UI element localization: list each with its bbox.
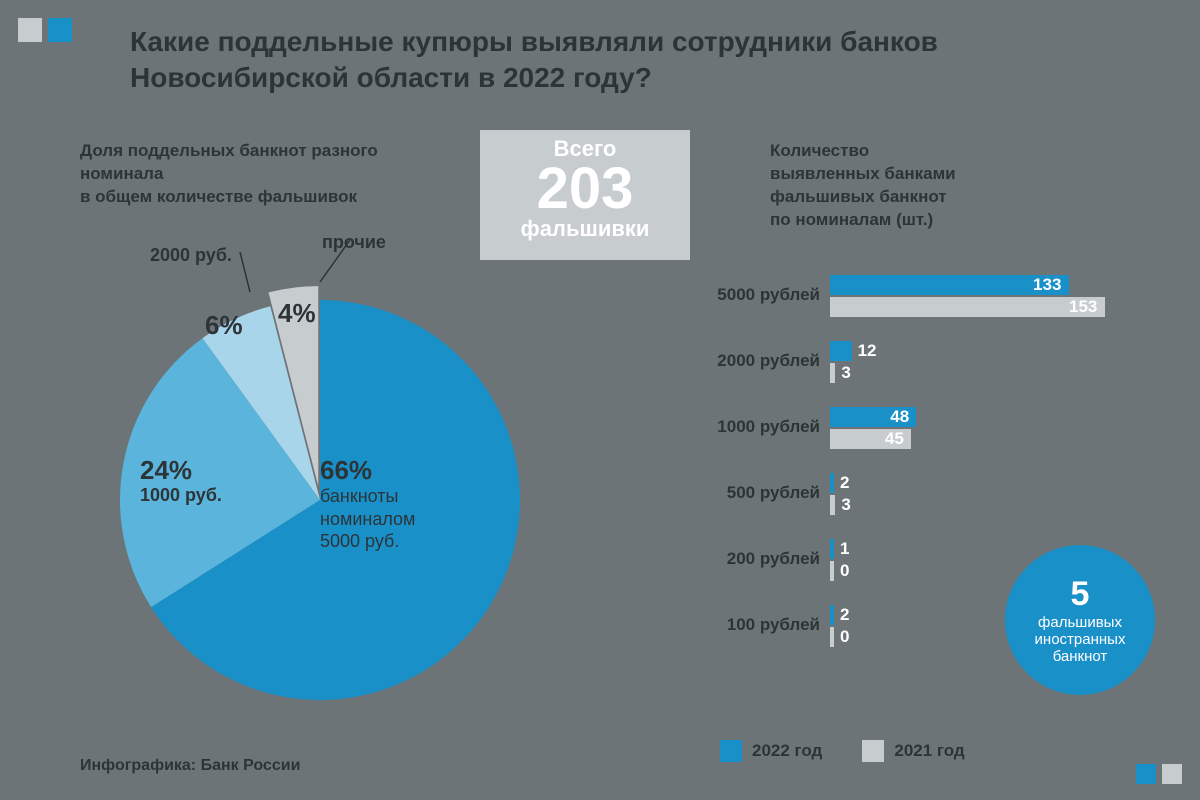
bar-subtitle: Количествовыявленных банкамифальшивых ба… <box>770 140 1030 232</box>
bar-2022 <box>830 341 852 361</box>
pie-pct-5000: 66% <box>320 455 372 486</box>
bar-value-2021: 3 <box>841 495 850 515</box>
bar-category-label: 200 рублей <box>690 549 820 569</box>
total-box-number: 203 <box>480 160 690 218</box>
badge-text: фальшивых <box>1038 614 1122 631</box>
legend-swatch <box>720 740 742 762</box>
bar-2021 <box>830 363 835 383</box>
pie-subtitle: Доля поддельных банкнот разного номинала… <box>80 140 400 209</box>
bar-row: 5000 рублей 133 153 <box>690 275 1170 321</box>
bar-value-2022: 2 <box>840 605 849 625</box>
pie-sub-line: банкноты <box>320 486 398 506</box>
pie-sub-line: 5000 руб. <box>320 531 399 551</box>
bar-category-label: 2000 рублей <box>690 351 820 371</box>
pie-chart: 2000 руб. 6% прочие 4% 24% 1000 руб. 66%… <box>60 280 540 740</box>
bar-2022 <box>830 473 834 493</box>
page-title: Какие поддельные купюры выявляли сотрудн… <box>130 24 1030 97</box>
badge-number: 5 <box>1071 575 1090 614</box>
bar-category-label: 100 рублей <box>690 615 820 635</box>
badge-text: банкнот <box>1053 648 1108 665</box>
bar-2021 <box>830 297 1105 317</box>
bar-value-2021: 45 <box>885 429 904 449</box>
bar-row: 2000 рублей 12 3 <box>690 341 1170 387</box>
corner-decor-bottom <box>1136 764 1182 784</box>
bar-value-2022: 2 <box>840 473 849 493</box>
bar-value-2021: 0 <box>840 561 849 581</box>
bar-row: 500 рублей 23 <box>690 473 1170 519</box>
legend-label: 2021 год <box>894 741 964 761</box>
bar-2021 <box>830 627 834 647</box>
corner-decor-top <box>18 18 72 42</box>
bar-value-2021: 0 <box>840 627 849 647</box>
bar-2021 <box>830 561 834 581</box>
badge-text: иностранных <box>1035 631 1126 648</box>
legend-item-2022: 2022 год <box>720 740 822 762</box>
pie-leader-lines <box>60 230 540 330</box>
bar-value-2022: 133 <box>1033 275 1061 295</box>
legend-item-2021: 2021 год <box>862 740 964 762</box>
pie-sub-5000: банкноты номиналом 5000 руб. <box>320 485 415 553</box>
decor-square <box>1136 764 1156 784</box>
bar-legend: 2022 год 2021 год <box>720 740 965 762</box>
bar-value-2022: 48 <box>890 407 909 427</box>
decor-square <box>1162 764 1182 784</box>
bar-2022 <box>830 605 834 625</box>
bar-2022 <box>830 539 834 559</box>
decor-square <box>18 18 42 42</box>
bar-category-label: 1000 рублей <box>690 417 820 437</box>
bar-category-label: 5000 рублей <box>690 285 820 305</box>
legend-label: 2022 год <box>752 741 822 761</box>
decor-square <box>48 18 72 42</box>
pie-sub-line: номиналом <box>320 509 415 529</box>
bar-category-label: 500 рублей <box>690 483 820 503</box>
pie-pct-1000: 24% <box>140 455 192 486</box>
legend-swatch <box>862 740 884 762</box>
bar-2021 <box>830 495 835 515</box>
foreign-banknotes-badge: 5 фальшивых иностранных банкнот <box>1005 545 1155 695</box>
bar-row: 1000 рублей 4845 <box>690 407 1170 453</box>
bar-value-2021: 3 <box>841 363 850 383</box>
bar-value-2021: 153 <box>1069 297 1097 317</box>
pie-label-1000: 1000 руб. <box>140 485 222 506</box>
credit: Инфографика: Банк России <box>80 757 300 775</box>
bar-value-2022: 12 <box>858 341 877 361</box>
bar-value-2022: 1 <box>840 539 849 559</box>
